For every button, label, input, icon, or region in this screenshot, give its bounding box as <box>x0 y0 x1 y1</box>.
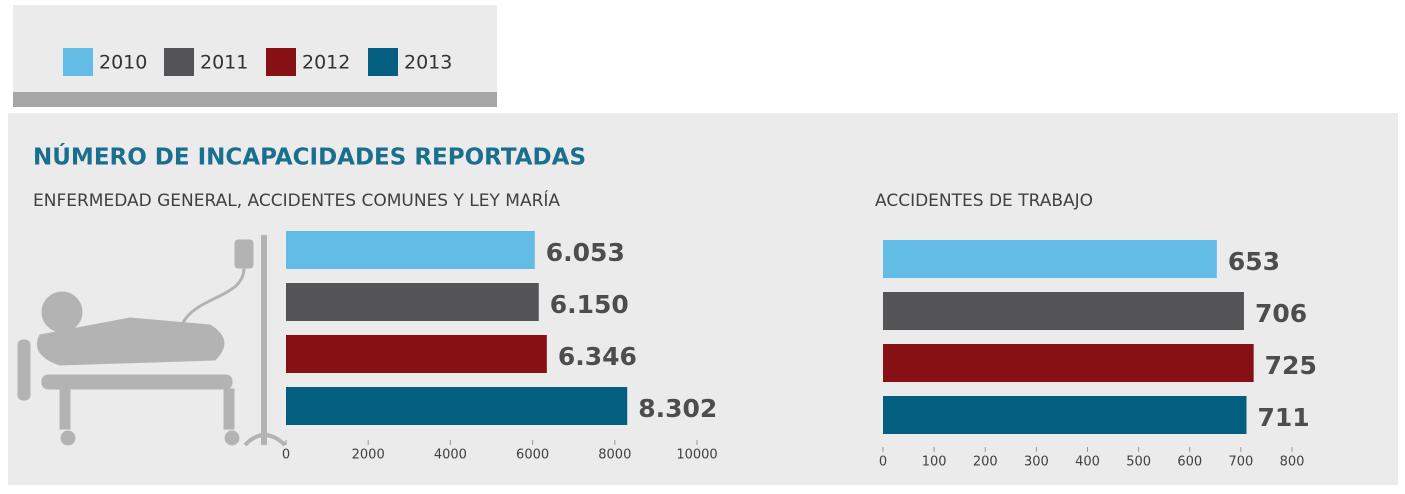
x-tick-label: 200 <box>973 455 998 470</box>
chart-title: NÚMERO DE INCAPACIDADES REPORTADAS <box>33 143 586 171</box>
bar <box>286 387 628 425</box>
chart-subtitle: ENFERMEDAD GENERAL, ACCIDENTES COMUNES Y… <box>33 189 560 211</box>
x-tick-label: 2000 <box>352 448 385 463</box>
x-tick-label: 700 <box>1228 455 1253 470</box>
legend-swatch <box>63 48 93 76</box>
legend-underline <box>13 92 497 107</box>
value-label: 6.150 <box>550 290 629 319</box>
bar <box>883 344 1254 382</box>
legend-swatch <box>164 48 194 76</box>
x-tick-label: 300 <box>1024 455 1049 470</box>
value-label: 653 <box>1228 247 1280 276</box>
x-tick-label: 10000 <box>676 448 717 463</box>
legend-label: 2012 <box>302 52 350 74</box>
x-tick-label: 6000 <box>516 448 549 463</box>
x-tick-label: 100 <box>922 455 947 470</box>
bar <box>286 335 547 373</box>
bar <box>883 240 1217 278</box>
value-label: 706 <box>1255 299 1307 328</box>
value-label: 6.346 <box>558 342 637 371</box>
value-label: 725 <box>1265 351 1317 380</box>
value-label: 8.302 <box>638 394 717 423</box>
patient-icon <box>17 235 287 447</box>
x-tick-label: 400 <box>1075 455 1100 470</box>
bar <box>286 231 535 269</box>
legend-label: 2013 <box>404 52 452 74</box>
value-label: 711 <box>1257 403 1309 432</box>
x-tick-label: 800 <box>1280 455 1305 470</box>
chart-subtitle: ACCIDENTES DE TRABAJO <box>875 191 1093 211</box>
x-tick-label: 4000 <box>434 448 467 463</box>
bar <box>286 283 539 321</box>
value-label: 6.053 <box>546 238 625 267</box>
legend-panel <box>13 5 497 107</box>
x-tick-label: 500 <box>1126 455 1151 470</box>
bar <box>883 396 1247 434</box>
x-tick-label: 0 <box>879 455 887 470</box>
x-tick-label: 0 <box>282 448 290 463</box>
legend-swatch <box>266 48 296 76</box>
x-tick-label: 600 <box>1177 455 1202 470</box>
legend-swatch <box>368 48 398 76</box>
x-tick-label: 8000 <box>598 448 631 463</box>
legend-label: 2011 <box>200 52 248 74</box>
bar <box>883 292 1244 330</box>
legend-label: 2010 <box>99 52 147 74</box>
